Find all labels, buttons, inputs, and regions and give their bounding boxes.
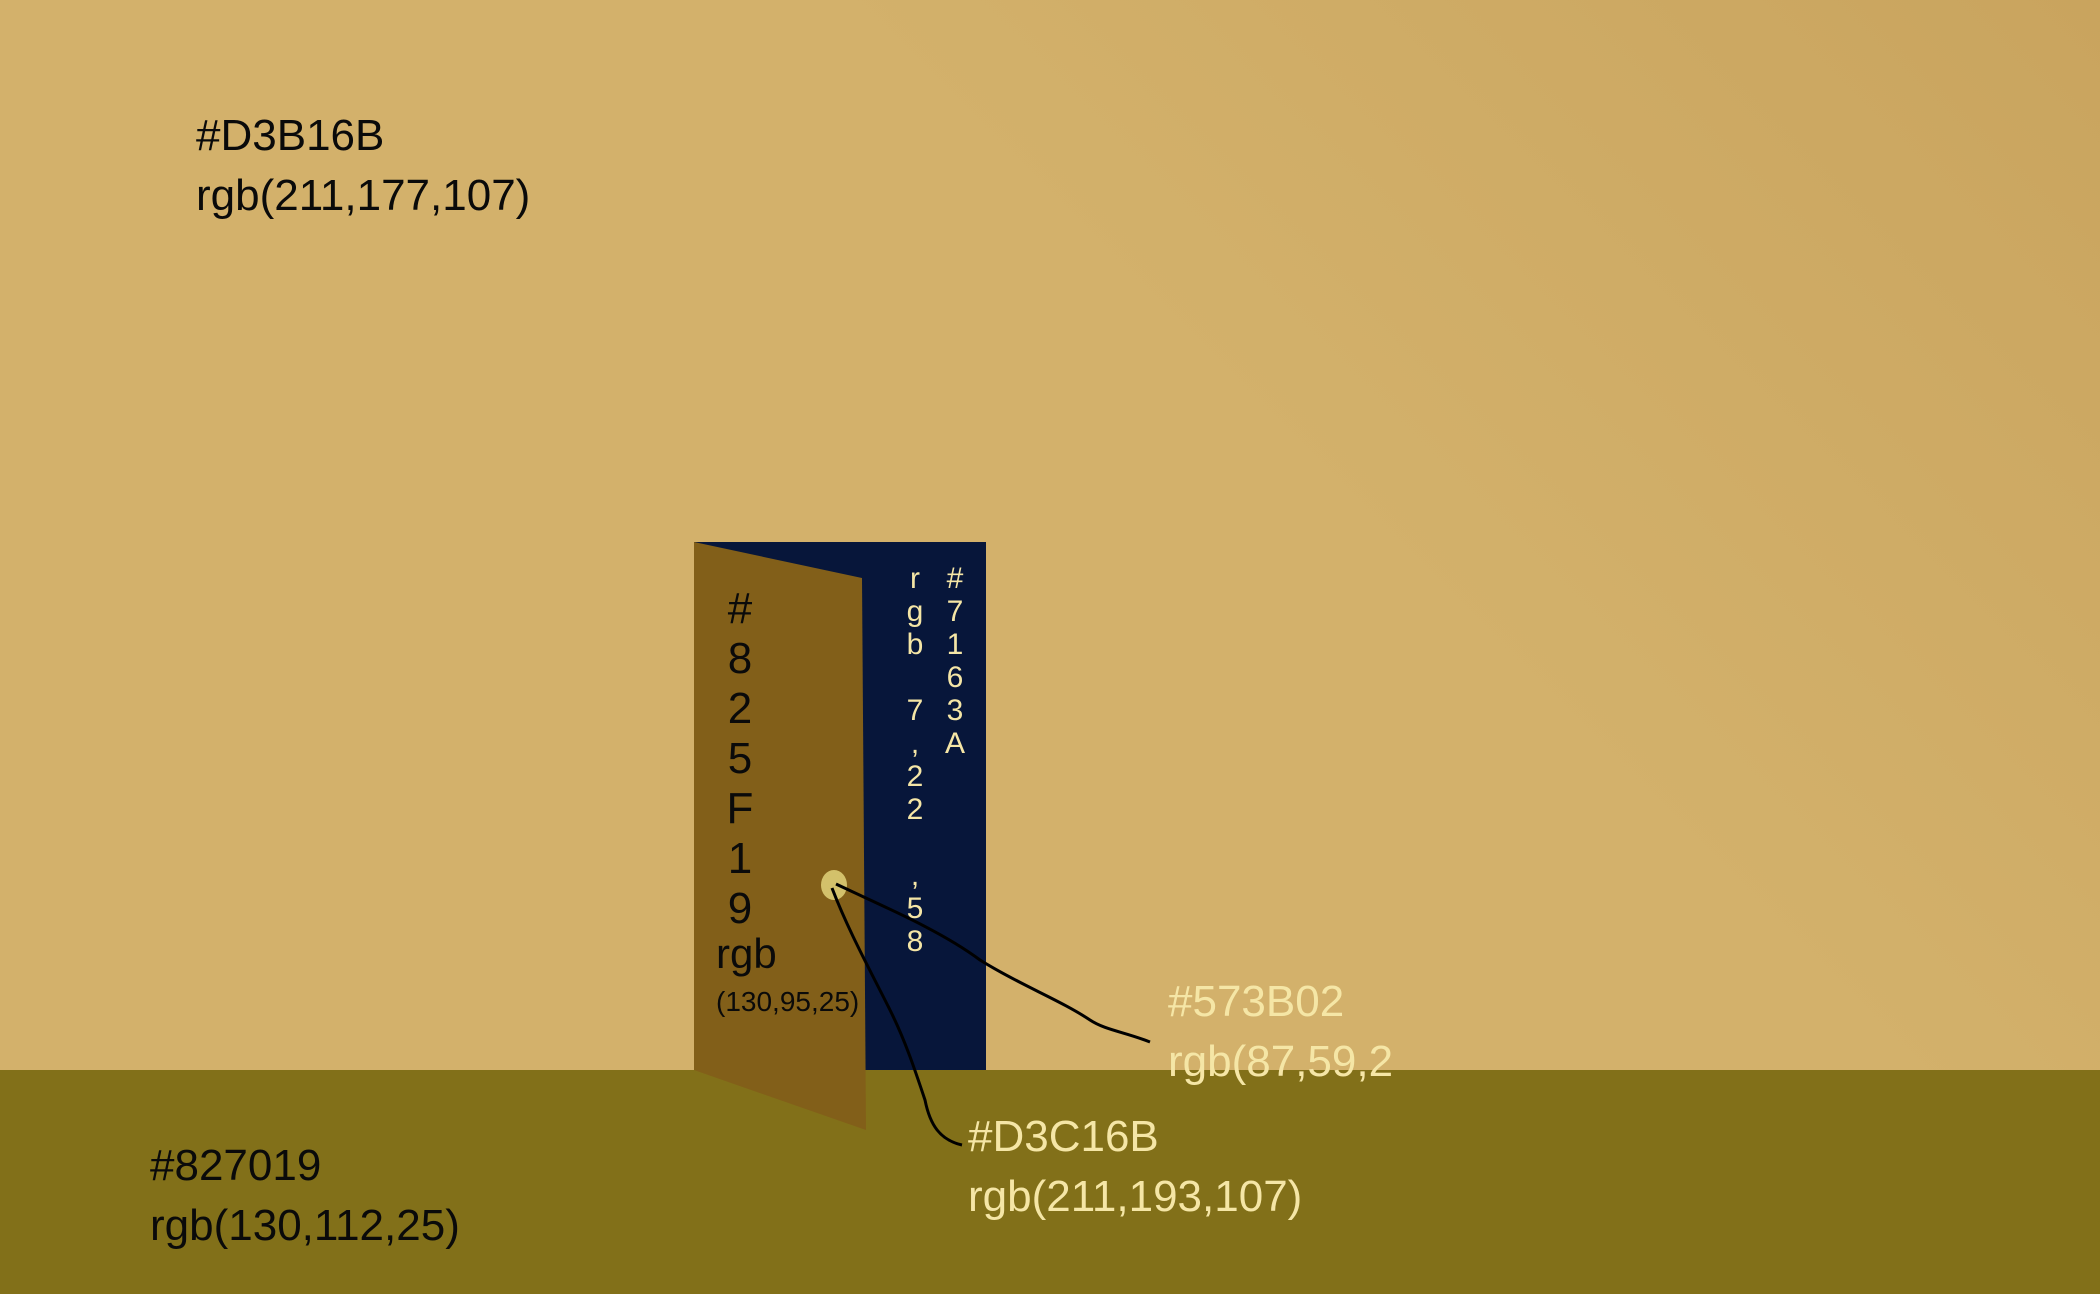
door-hex-char: F bbox=[726, 784, 754, 833]
opening-hex-char: A bbox=[944, 727, 965, 760]
knob-color-label: #D3C16B rgb(211,193,107) bbox=[968, 1107, 1302, 1227]
knob-rgb: rgb(211,193,107) bbox=[968, 1172, 1303, 1221]
opening-hex-vertical: # 7 1 6 3 A bbox=[940, 562, 970, 760]
floor-rgb: rgb(130,112,25) bbox=[150, 1201, 460, 1250]
wall-rgb: rgb(211,177,107) bbox=[196, 171, 531, 220]
wall-color-label: #D3B16B rgb(211,177,107) bbox=[196, 106, 530, 226]
opening-hex-char: 1 bbox=[946, 628, 964, 661]
handle-hex: #573B02 bbox=[1168, 977, 1345, 1026]
opening-rgb-char: 2 bbox=[906, 760, 924, 793]
opening-rgb-char: 8 bbox=[906, 925, 924, 958]
opening-rgb-char: , bbox=[910, 859, 920, 892]
door-hex-char: 9 bbox=[727, 884, 753, 933]
opening-rgb-char: r bbox=[910, 562, 920, 595]
knob-hex: #D3C16B bbox=[968, 1112, 1159, 1161]
door-rgb-values: (130,95,25) bbox=[716, 986, 860, 1017]
door-hex-char: 2 bbox=[727, 684, 753, 733]
handle-color-label: #573B02 rgb(87,59,2 bbox=[1168, 972, 1393, 1092]
door-hex-char: # bbox=[727, 584, 753, 633]
opening-rgb-char bbox=[900, 661, 930, 694]
door-rgb-word: rgb bbox=[716, 930, 777, 977]
opening-rgb-char: , bbox=[910, 727, 920, 760]
handle-pointer-line bbox=[835, 882, 1151, 1044]
opening-hex-char: 6 bbox=[946, 661, 964, 694]
opening-hex-char: # bbox=[946, 562, 964, 595]
opening-hex-char: 3 bbox=[946, 694, 964, 727]
opening-rgb-char: 5 bbox=[906, 892, 924, 925]
opening-rgb-vertical: r g b 7 , 2 2 , 5 8 bbox=[900, 562, 930, 958]
door-hex-char: 1 bbox=[727, 834, 753, 883]
handle-rgb: rgb(87,59,2 bbox=[1168, 1037, 1394, 1086]
opening-rgb-char: 7 bbox=[906, 694, 924, 727]
opening-rgb-char bbox=[900, 826, 930, 859]
floor-color-label: #827019 rgb(130,112,25) bbox=[150, 1136, 460, 1256]
floor-background bbox=[0, 1070, 2100, 1294]
wall-background bbox=[0, 0, 2100, 1070]
opening-hex-char: 7 bbox=[946, 595, 964, 628]
door-hex-vertical: # 8 2 5 F 1 9 bbox=[712, 584, 768, 934]
door-hex-char: 8 bbox=[727, 634, 753, 683]
door-hex-char: 5 bbox=[727, 734, 753, 783]
opening-rgb-char: 2 bbox=[906, 793, 924, 826]
opening-rgb-char: g bbox=[906, 595, 924, 628]
door-panel bbox=[694, 542, 866, 1130]
knob-pointer-line bbox=[830, 887, 963, 1147]
door-knob bbox=[821, 870, 847, 900]
floor-hex: #827019 bbox=[150, 1141, 322, 1190]
wall-hex: #D3B16B bbox=[196, 111, 385, 160]
opening-rgb-char: b bbox=[906, 628, 924, 661]
